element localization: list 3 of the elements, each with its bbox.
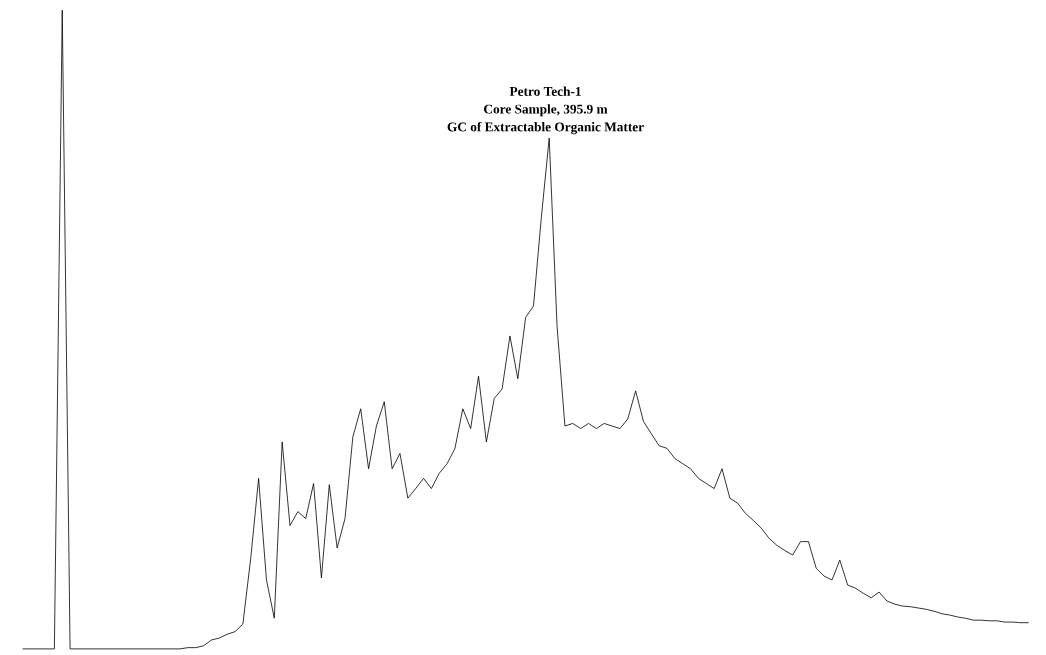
text: Petro Tech-1: [509, 86, 581, 96]
text: Core Sample, 395.9 m: [484, 104, 608, 117]
annotation: GC of Extractable Organic Matter: [447, 121, 644, 135]
